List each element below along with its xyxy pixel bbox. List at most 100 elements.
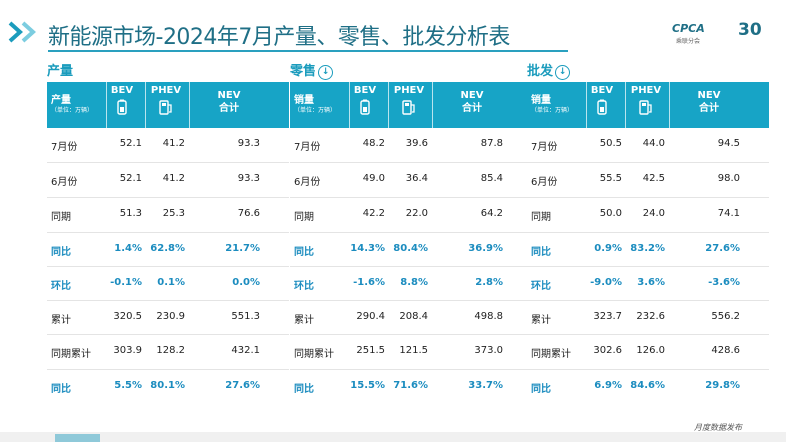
cell-nev: 33.7%	[468, 380, 503, 391]
row-label: 6月份	[51, 177, 78, 188]
table-row: 同比 15.5% 71.6% 33.7%	[290, 370, 532, 404]
header-nev-label: NEV	[217, 90, 241, 101]
header-nev: NEV 合计	[679, 89, 739, 115]
cell-nev: 27.6%	[225, 380, 260, 391]
row-label: 累计	[294, 315, 314, 326]
row-label: 同比	[531, 247, 551, 258]
row-label: 环比	[294, 281, 314, 292]
table-header: 销量 （单位：万辆） BEV PHEV NEV 合计	[527, 82, 769, 128]
table-row: 环比 -0.1% 0.1% 0.0%	[47, 267, 289, 301]
row-divider	[527, 197, 769, 198]
header-divider	[388, 82, 389, 128]
row-label: 7月份	[294, 142, 321, 153]
header-nev: NEV 合计	[442, 89, 502, 115]
row-label: 同期累计	[51, 349, 91, 360]
table-row: 7月份 52.1 41.2 93.3	[47, 128, 289, 162]
cell-nev: 2.8%	[475, 277, 503, 288]
cell-bev: 42.2	[362, 208, 385, 219]
cell-nev: 0.0%	[232, 277, 260, 288]
row-divider	[290, 197, 532, 198]
cpca-logo: CPCA	[672, 22, 705, 35]
page-title: 新能源市场-2024年7月产量、零售、批发分析表	[48, 25, 510, 50]
cell-phev: 121.5	[399, 345, 428, 356]
cell-phev: 208.4	[399, 311, 428, 322]
header-phev: PHEV	[393, 85, 425, 96]
section-title: 产量	[47, 60, 73, 79]
header-bev: BEV	[590, 85, 614, 96]
row-label: 同期	[531, 212, 551, 223]
section-title: 零售 ↓	[290, 60, 334, 80]
section-title-text: 零售	[290, 64, 317, 79]
cell-nev: 27.6%	[705, 243, 740, 254]
fuel-plug-icon	[638, 99, 654, 119]
row-label: 6月份	[294, 177, 321, 188]
table-row: 7月份 48.2 39.6 87.8	[290, 128, 532, 162]
cell-phev: 83.2%	[630, 243, 665, 254]
header-unit: （单位：万辆）	[294, 107, 337, 114]
fuel-plug-icon	[158, 99, 174, 119]
cell-phev: 24.0	[642, 208, 665, 219]
cell-nev: 76.6	[237, 208, 260, 219]
cell-phev: 39.6	[405, 138, 428, 149]
section-title: 批发 ↓	[527, 60, 571, 80]
fuel-plug-icon	[401, 99, 417, 119]
cell-nev: 428.6	[711, 345, 740, 356]
row-divider	[527, 369, 769, 370]
cell-bev: 302.6	[593, 345, 622, 356]
footer-text: 月度数据发布	[694, 423, 742, 432]
table-row: 同期累计 251.5 121.5 373.0	[290, 335, 532, 369]
row-divider	[527, 266, 769, 267]
cell-bev: 320.5	[113, 311, 142, 322]
row-label: 6月份	[531, 177, 558, 188]
row-divider	[290, 369, 532, 370]
row-divider	[47, 334, 289, 335]
table-row: 同比 6.9% 84.6% 29.8%	[527, 370, 769, 404]
header-divider	[432, 82, 433, 128]
cell-bev: 5.5%	[114, 380, 142, 391]
row-divider	[290, 232, 532, 233]
header-divider	[106, 82, 107, 128]
header-divider	[625, 82, 626, 128]
cell-bev: 6.9%	[594, 380, 622, 391]
cell-nev: 551.3	[231, 311, 260, 322]
header-nev-label: NEV	[460, 90, 484, 101]
cell-phev: 44.0	[642, 138, 665, 149]
header-bev: BEV	[110, 85, 134, 96]
anniversary-logo: 30	[738, 20, 762, 40]
cell-nev: 85.4	[480, 173, 503, 184]
cell-nev: 21.7%	[225, 243, 260, 254]
cell-phev: 80.1%	[150, 380, 185, 391]
row-divider	[527, 300, 769, 301]
header-label: 销量	[294, 95, 314, 106]
row-divider	[47, 162, 289, 163]
table-row: 同期累计 302.6 126.0 428.6	[527, 335, 769, 369]
row-divider	[47, 300, 289, 301]
download-arrow-icon: ↓	[318, 65, 334, 80]
cell-phev: 71.6%	[393, 380, 428, 391]
row-divider	[290, 266, 532, 267]
table-row: 同期 51.3 25.3 76.6	[47, 198, 289, 232]
table-row: 累计 323.7 232.6 556.2	[527, 301, 769, 335]
header-divider	[189, 82, 190, 128]
header-nev-total: 合计	[699, 103, 719, 114]
cell-bev: 55.5	[599, 173, 622, 184]
cell-phev: 232.6	[636, 311, 665, 322]
row-label: 环比	[531, 281, 551, 292]
row-label: 同期累计	[294, 349, 334, 360]
row-label: 同比	[531, 384, 551, 395]
cell-bev: 48.2	[362, 138, 385, 149]
cell-nev: 432.1	[231, 345, 260, 356]
row-label: 同期累计	[531, 349, 571, 360]
battery-icon	[596, 99, 608, 119]
cell-nev: 87.8	[480, 138, 503, 149]
footer-tab	[55, 434, 100, 442]
table-row: 累计 320.5 230.9 551.3	[47, 301, 289, 335]
cell-phev: 8.8%	[400, 277, 428, 288]
cell-nev: 498.8	[474, 311, 503, 322]
cell-nev: 36.9%	[468, 243, 503, 254]
cell-phev: 25.3	[162, 208, 185, 219]
header-nev-label: NEV	[697, 90, 721, 101]
cell-bev: 52.1	[119, 173, 142, 184]
cell-bev: 51.3	[119, 208, 142, 219]
cell-nev: 556.2	[711, 311, 740, 322]
